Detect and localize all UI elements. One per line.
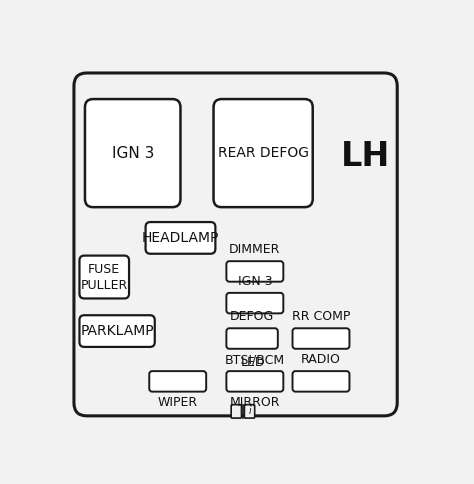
Text: WIPER: WIPER — [158, 396, 198, 409]
Text: IGN 3: IGN 3 — [111, 146, 154, 161]
FancyBboxPatch shape — [149, 371, 206, 392]
Text: BTSI/BCM: BTSI/BCM — [225, 353, 285, 366]
FancyBboxPatch shape — [227, 328, 278, 349]
Text: RR COMP: RR COMP — [292, 310, 350, 323]
FancyBboxPatch shape — [292, 371, 349, 392]
Text: RADIO: RADIO — [301, 353, 341, 366]
Text: PARKLAMP: PARKLAMP — [80, 324, 154, 338]
FancyBboxPatch shape — [80, 256, 129, 299]
Text: HEADLAMP: HEADLAMP — [142, 231, 219, 245]
Text: MIRROR: MIRROR — [229, 396, 280, 409]
FancyBboxPatch shape — [213, 99, 313, 207]
FancyBboxPatch shape — [74, 73, 397, 416]
FancyBboxPatch shape — [227, 261, 283, 282]
FancyBboxPatch shape — [227, 371, 283, 392]
FancyBboxPatch shape — [80, 315, 155, 347]
Text: LH: LH — [341, 140, 391, 173]
Text: i: i — [248, 406, 251, 416]
FancyBboxPatch shape — [227, 293, 283, 313]
FancyBboxPatch shape — [245, 405, 255, 418]
Text: REAR DEFOG: REAR DEFOG — [218, 146, 309, 160]
FancyBboxPatch shape — [231, 405, 241, 418]
Text: LED: LED — [241, 356, 265, 369]
Text: FUSE
PULLER: FUSE PULLER — [81, 262, 128, 291]
Text: DEFOG: DEFOG — [230, 310, 274, 323]
FancyBboxPatch shape — [85, 99, 181, 207]
Text: IGN 3: IGN 3 — [237, 275, 272, 288]
Text: DIMMER: DIMMER — [229, 243, 281, 257]
FancyBboxPatch shape — [146, 222, 215, 254]
FancyBboxPatch shape — [292, 328, 349, 349]
